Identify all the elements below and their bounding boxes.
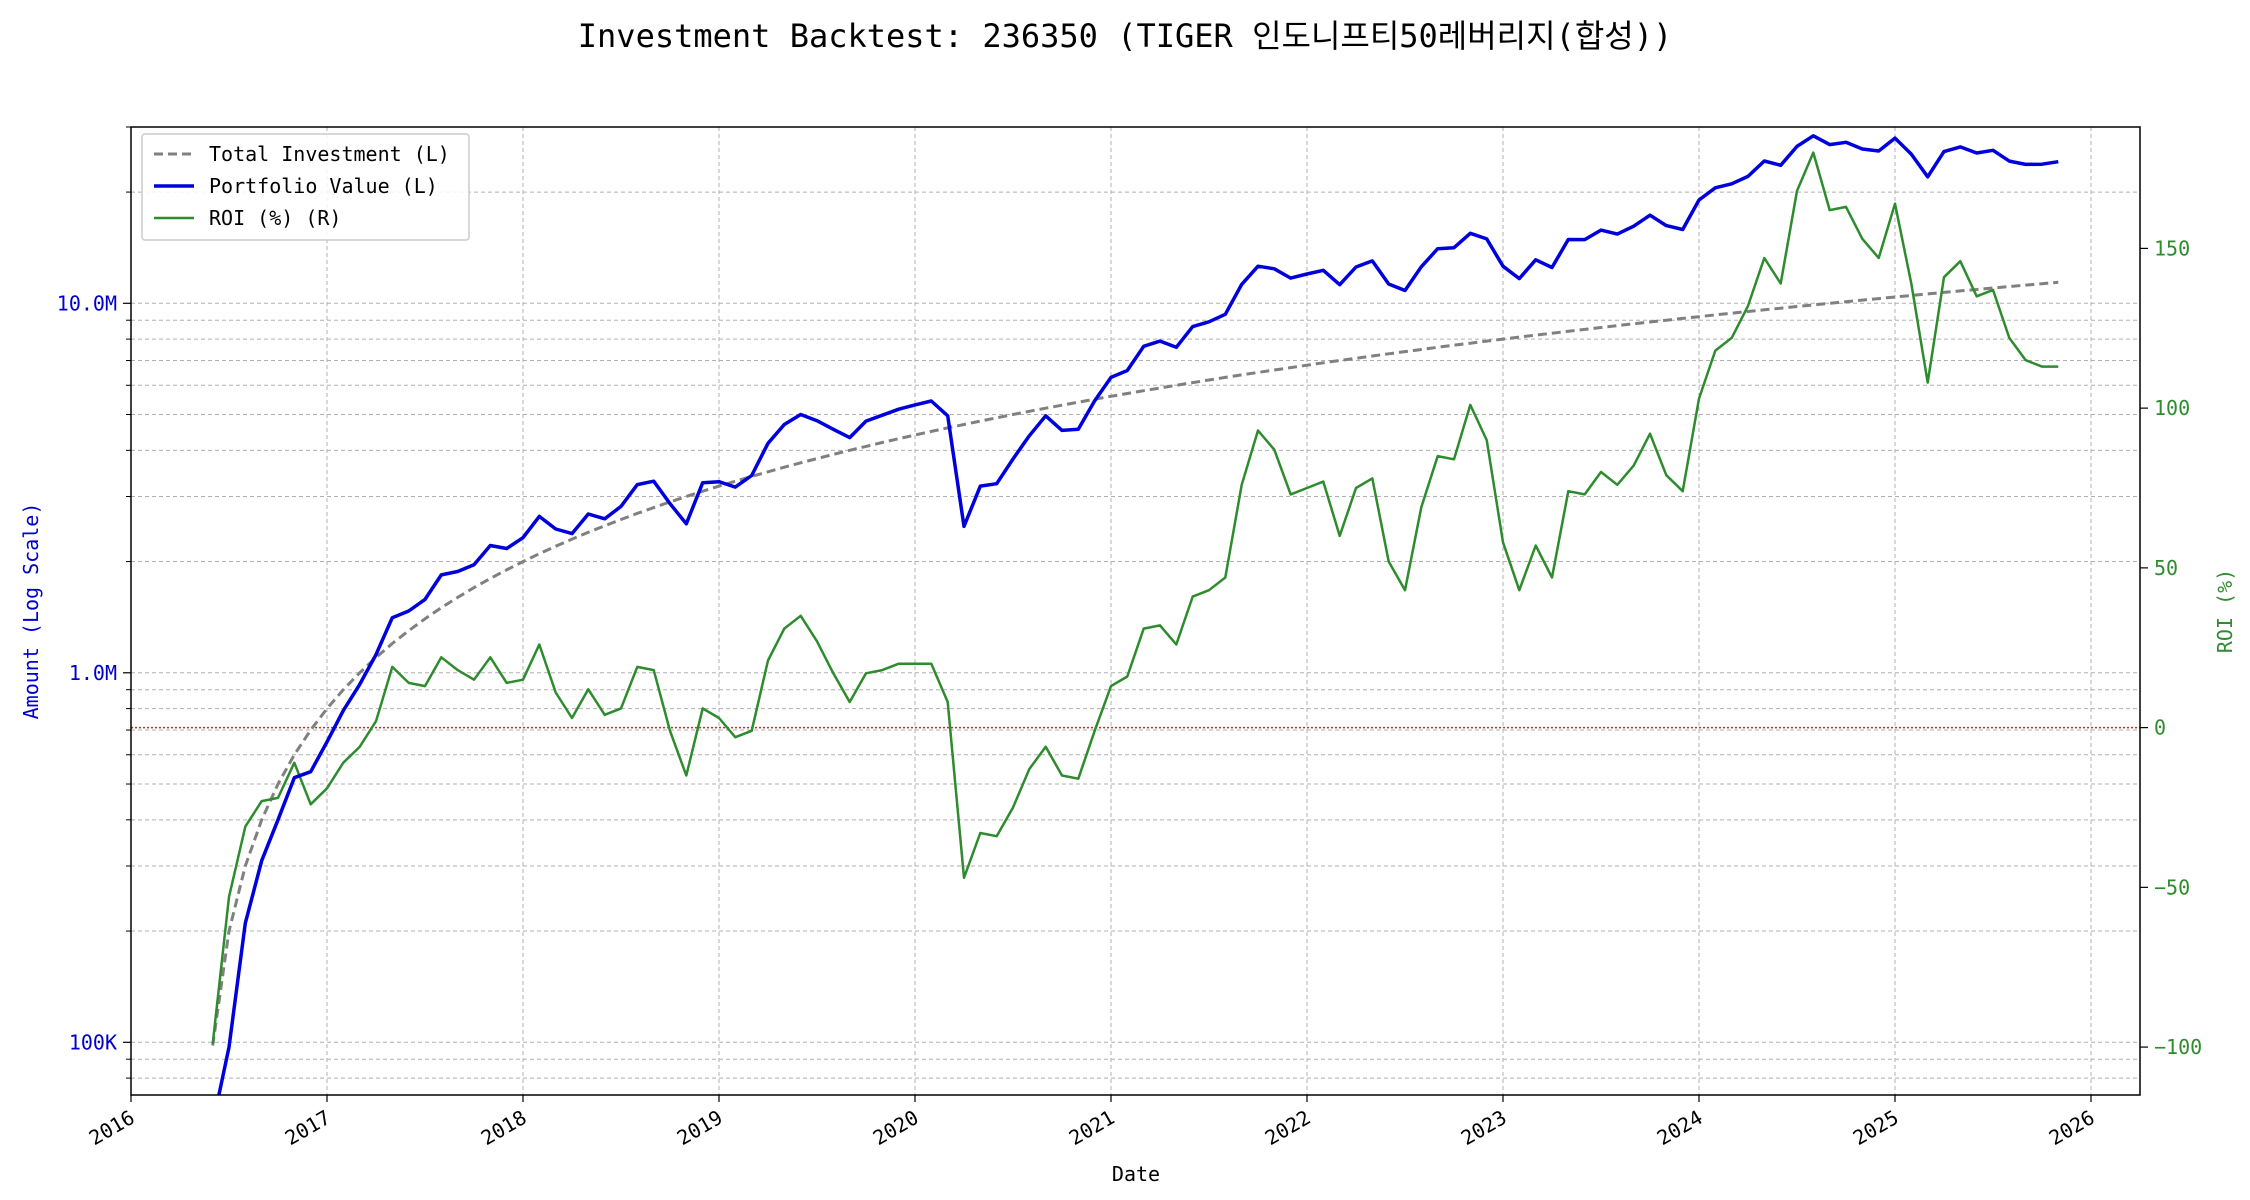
left-tick-label: 1.0M [69,661,117,685]
legend: Total Investment (L) Portfolio Value (L)… [141,133,470,241]
left-tick-label: 100K [69,1030,117,1054]
series-line-portfolio-value-l [217,134,2059,1095]
right-tick-label: 150 [2154,236,2190,260]
x-tick-label: 2021 [1065,1105,1119,1150]
plot-frame [130,126,2141,1096]
x-tick-label: 2023 [1457,1105,1511,1150]
right-tick-label: −100 [2154,1035,2202,1059]
legend-label-roi: ROI (%) (R) [209,206,341,230]
right-tick-label: −50 [2154,875,2190,899]
x-tick-label: 2017 [281,1105,335,1150]
left-y-axis-label: Amount (Log Scale) [19,503,43,720]
legend-label-total-investment: Total Investment (L) [209,142,450,166]
series-line-roi-r [211,151,2059,1045]
right-y-axis: −100 −50 0 50 100 150 [2140,236,2202,1059]
right-tick-label: 0 [2154,716,2166,740]
x-tick-label: 2019 [673,1105,727,1150]
x-tick-label: 2026 [2045,1105,2099,1150]
right-tick-label: 100 [2154,396,2190,420]
legend-box [141,133,470,241]
x-tick-label: 2016 [85,1105,139,1150]
series-layer [211,134,2059,1095]
x-tick-label: 2018 [477,1105,531,1150]
right-y-axis-label: ROI (%) [2213,569,2237,653]
left-tick-label: 10.0M [57,291,117,315]
legend-label-portfolio-value: Portfolio Value (L) [209,174,438,198]
left-y-axis: 100K 1.0M 10.0M [57,126,131,1079]
x-tick-label: 2024 [1653,1105,1707,1150]
x-tick-label: 2025 [1849,1105,1903,1150]
x-axis: 2016 2017 2018 2019 2020 2021 2022 2023 2024 2025… [85,1095,2099,1150]
series-line-total-investment-l [211,280,2059,1046]
right-tick-label: 50 [2154,556,2178,580]
chart-title: Investment Backtest: 236350 (TIGER 인도니프티… [578,17,1672,55]
x-tick-label: 2020 [869,1105,923,1150]
x-tick-label: 2022 [1261,1105,1315,1150]
x-axis-label: Date [1112,1162,1160,1186]
grid [130,126,2140,1095]
